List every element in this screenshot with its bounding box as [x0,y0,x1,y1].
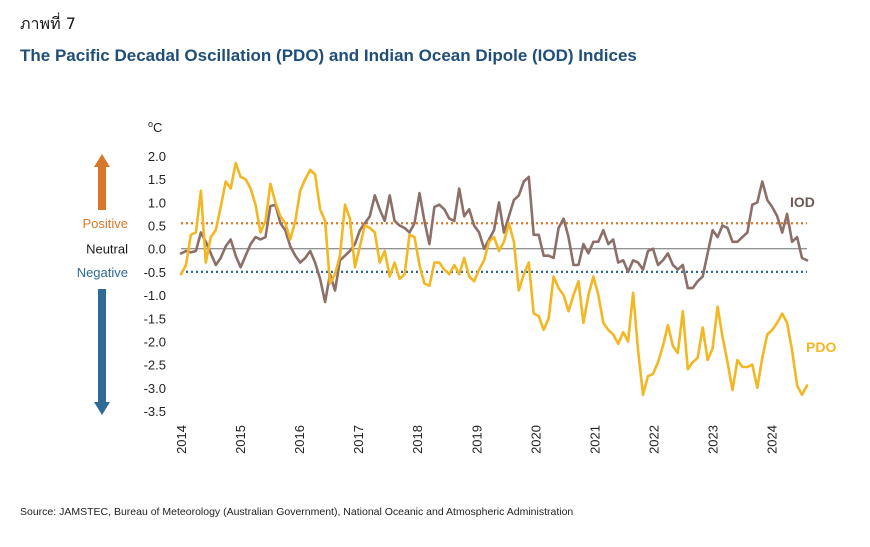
x-tick-label: 2021 [587,425,602,454]
x-tick-label: 2018 [410,425,425,454]
y-tick-label: -3.0 [144,381,166,396]
y-tick-label: -3.5 [144,404,166,419]
y-tick-label: -1.0 [144,288,166,303]
x-tick-label: 2024 [765,425,780,454]
x-tick-label: 2016 [292,425,307,454]
x-tick-label: 2014 [174,425,189,454]
x-tick-label: 2022 [646,425,661,454]
y-tick-label: 1.0 [148,195,166,210]
chart-title: The Pacific Decadal Oscillation (PDO) an… [20,46,637,65]
x-tick-label: 2020 [528,425,543,454]
y-tick-label: -2.5 [144,358,166,373]
negative-arrow-icon [94,402,110,415]
source-note: Source: JAMSTEC, Bureau of Meteorology (… [20,506,574,518]
negative-arrow-shaft [98,289,106,403]
y-tick-label: 0.5 [148,219,166,234]
positive-arrow-shaft [98,166,106,210]
x-tick-label: 2023 [706,425,721,454]
neutral-label: Neutral [86,242,128,257]
y-tick-label: -1.5 [144,311,166,326]
y-tick-label: 1.5 [148,172,166,187]
iod-series-label: IOD [790,194,815,210]
y-tick-label: -2.0 [144,334,166,349]
pdo-series-label: PDO [806,339,836,355]
y-tick-label: 0.0 [148,242,166,257]
x-tick-label: 2019 [469,425,484,454]
pdo-series-line [179,161,809,397]
y-tick-label: -0.5 [144,265,166,280]
positive-label: Positive [82,216,128,231]
y-axis-unit: oC [148,119,162,135]
positive-arrow-icon [94,154,110,167]
y-tick-label: 2.0 [148,149,166,164]
figure-label: ภาพที่ 7 [20,14,76,33]
negative-label: Negative [77,265,128,280]
x-tick-label: 2015 [233,425,248,454]
x-tick-label: 2017 [351,425,366,454]
iod-series-line [179,175,809,304]
